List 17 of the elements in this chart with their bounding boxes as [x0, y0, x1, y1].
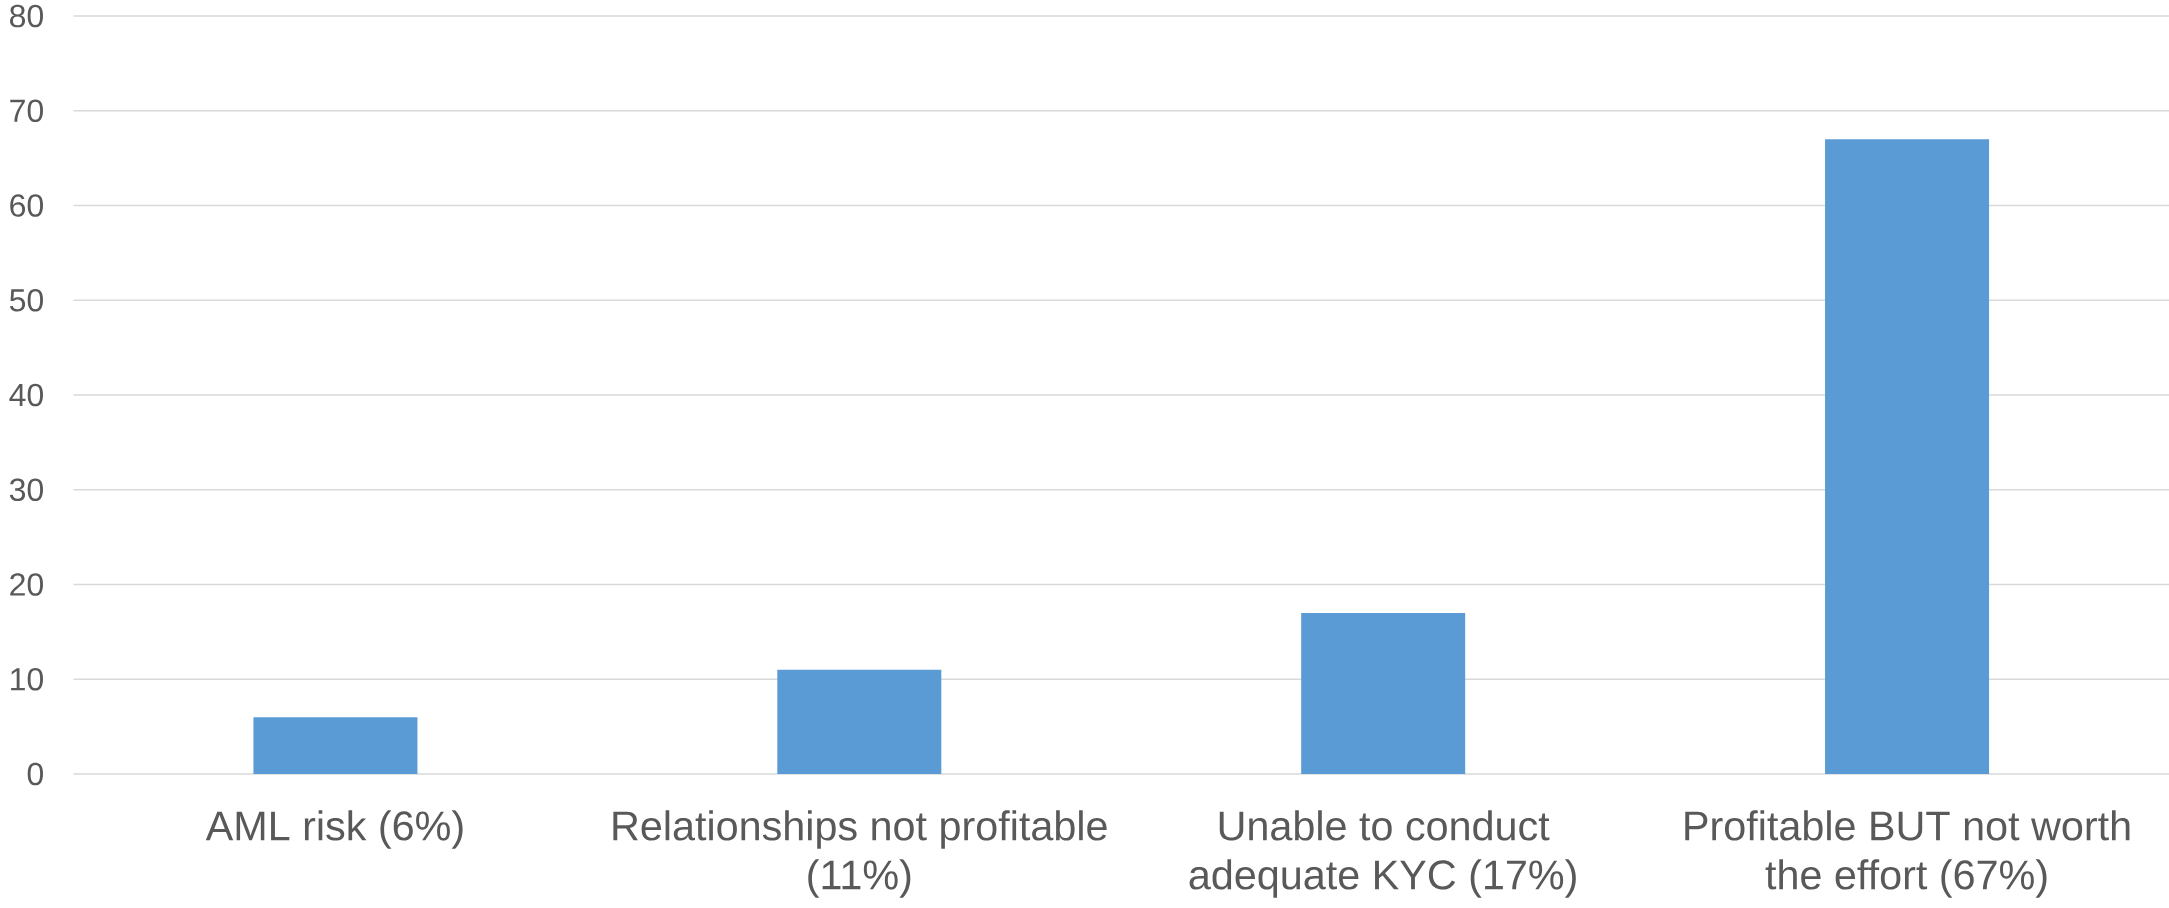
- y-tick-label: 60: [10, 194, 43, 217]
- y-tick-label: 30: [9, 478, 43, 502]
- bar: [1825, 139, 1990, 774]
- y-tick-label: 20: [10, 573, 43, 596]
- bar: [777, 669, 942, 774]
- y-tick-label: 70: [10, 99, 43, 123]
- x-tick-label: Profitable BUT not worth the effort (67%): [1685, 810, 2130, 898]
- y-tick-label: 10: [11, 667, 43, 691]
- y-tick-label: 40: [9, 383, 43, 407]
- y-tick-label: 50: [9, 288, 43, 312]
- bar: [1301, 612, 1466, 774]
- y-tick-label: 0: [27, 762, 43, 786]
- x-tick-label: Relationships not profitable (11%): [613, 810, 1107, 898]
- y-tick-label: 80: [10, 4, 43, 28]
- bar: [253, 717, 418, 774]
- x-tick-label: Unable to conduct adequate KYC (17%): [1189, 810, 1576, 898]
- x-tick-label: AML risk (6%): [205, 810, 463, 849]
